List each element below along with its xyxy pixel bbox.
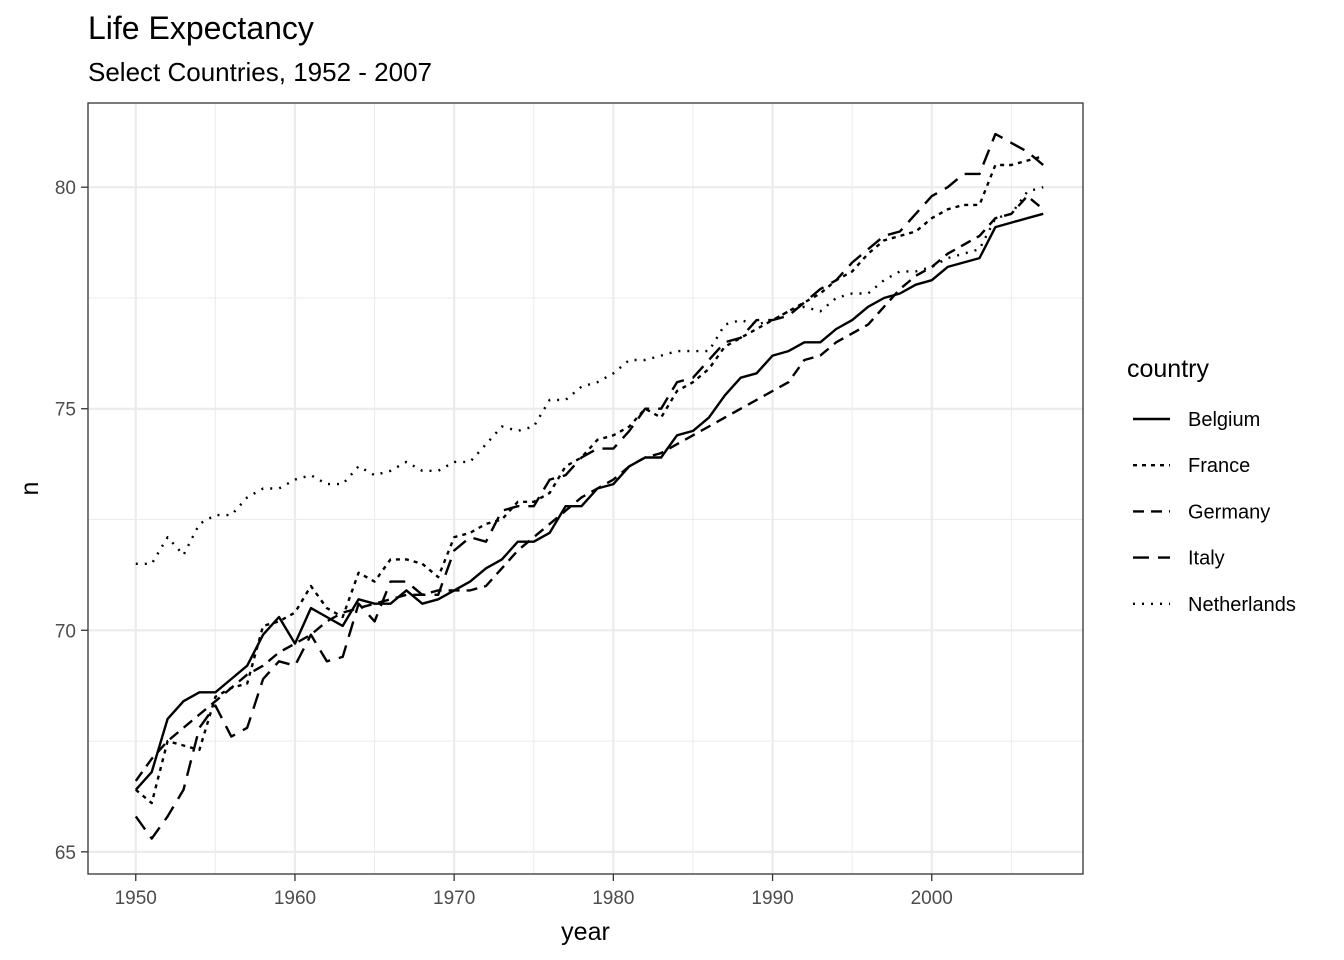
series-line-france bbox=[135, 155, 1044, 805]
y-tick-label: 75 bbox=[55, 400, 76, 421]
legend-title: country bbox=[1127, 355, 1209, 383]
y-axis-title: n bbox=[16, 482, 44, 496]
y-tick-label: 65 bbox=[55, 843, 76, 864]
panel-border bbox=[87, 102, 1084, 875]
legend-label: Italy bbox=[1188, 548, 1225, 570]
legend-label: France bbox=[1188, 455, 1250, 477]
y-axis: 65 70 75 80 bbox=[55, 178, 88, 864]
legend: country Belgium France Germany Italy Netherl… bbox=[1127, 355, 1296, 616]
grid-minor bbox=[88, 103, 1083, 874]
legend-label: Germany bbox=[1188, 501, 1270, 523]
series-line-italy bbox=[134, 132, 1044, 840]
y-tick-label: 80 bbox=[55, 178, 76, 199]
x-tick-label: 1950 bbox=[115, 888, 157, 909]
x-tick-label: 2000 bbox=[911, 888, 953, 909]
x-tick-label: 1970 bbox=[433, 888, 475, 909]
legend-label: Belgium bbox=[1188, 409, 1260, 431]
chart-subtitle: Select Countries, 1952 - 2007 bbox=[88, 57, 432, 87]
grid-major bbox=[88, 103, 1083, 874]
legend-label: Netherlands bbox=[1188, 594, 1296, 616]
x-tick-label: 1980 bbox=[592, 888, 634, 909]
chart-title: Life Expectancy bbox=[88, 10, 314, 46]
x-axis: 1950 1960 1970 1980 1990 2000 bbox=[115, 874, 953, 909]
x-tick-label: 1990 bbox=[751, 888, 793, 909]
series-line-belgium bbox=[134, 212, 1044, 791]
x-tick-label: 1960 bbox=[274, 888, 316, 909]
series-line-netherlands bbox=[135, 186, 1044, 565]
series-line-germany bbox=[134, 194, 1044, 782]
x-axis-title: year bbox=[561, 918, 610, 946]
series-layer bbox=[134, 132, 1044, 840]
y-tick-label: 70 bbox=[55, 621, 76, 642]
